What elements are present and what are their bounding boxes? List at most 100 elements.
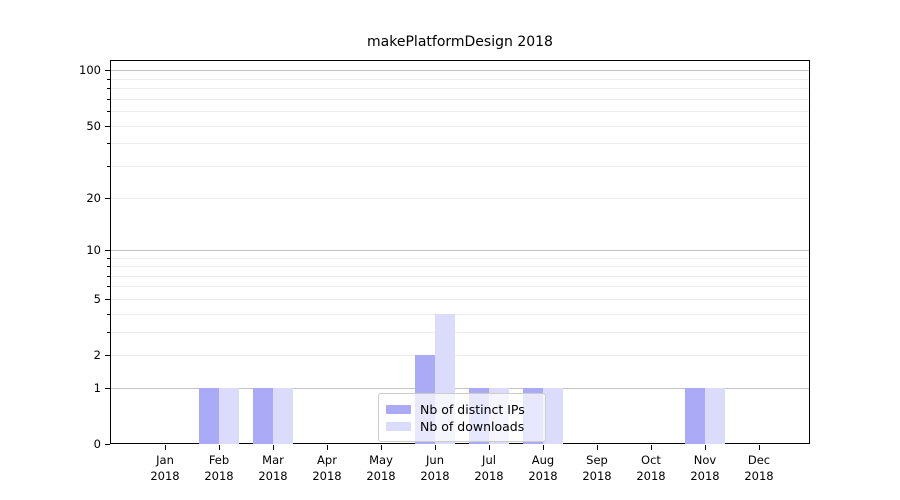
chart-legend: Nb of distinct IPs Nb of downloads — [378, 393, 546, 442]
x-tick-year: 2018 — [690, 469, 720, 483]
legend-label-downloads: Nb of downloads — [420, 418, 525, 434]
y-tick-label: 50 — [86, 118, 101, 133]
x-tick-month: Nov — [693, 453, 717, 467]
y-axis-tick — [105, 387, 110, 389]
x-tick-year: 2018 — [312, 469, 342, 483]
x-tick-month: Mar — [262, 453, 284, 467]
x-tick-label-apr: Apr 2018 — [299, 452, 355, 484]
x-tick-year: 2018 — [258, 469, 288, 483]
y-tick-label: 0 — [93, 437, 101, 451]
y-axis-minor-tick — [107, 355, 110, 357]
x-tick-year: 2018 — [420, 469, 450, 483]
x-tick-month: Feb — [208, 453, 230, 467]
y-tick-label: 100 — [79, 63, 101, 78]
bar-nb-of-downloads-mar — [273, 387, 293, 444]
gridline-minor — [111, 298, 809, 300]
y-axis-minor-tick — [107, 286, 110, 288]
x-tick-label-aug: Aug 2018 — [515, 452, 571, 484]
gridline-minor — [111, 286, 809, 288]
x-axis-tick — [435, 445, 436, 450]
bar-nb-of-downloads-feb — [219, 387, 239, 444]
x-tick-year: 2018 — [582, 469, 612, 483]
x-tick-year: 2018 — [150, 469, 180, 483]
x-tick-label-feb: Feb 2018 — [191, 452, 247, 484]
y-axis-minor-tick — [107, 143, 110, 145]
gridline-minor — [111, 313, 809, 315]
x-tick-label-nov: Nov 2018 — [677, 452, 733, 484]
x-tick-month: May — [369, 453, 393, 467]
x-tick-month: Apr — [317, 453, 337, 467]
x-tick-month: Jun — [426, 453, 444, 467]
chart-title: makePlatformDesign 2018 — [367, 34, 553, 50]
y-axis-minor-tick — [107, 111, 110, 113]
x-axis-tick — [759, 445, 760, 450]
y-axis-minor-tick — [107, 197, 110, 199]
gridline-minor — [111, 197, 809, 199]
y-axis-minor-tick — [107, 98, 110, 100]
y-axis-minor-tick — [107, 313, 110, 315]
gridline-minor — [111, 78, 809, 80]
x-tick-month: Dec — [747, 453, 771, 467]
x-tick-label-oct: Oct 2018 — [623, 452, 679, 484]
x-tick-month: Sep — [586, 453, 608, 467]
x-tick-year: 2018 — [204, 469, 234, 483]
y-axis-minor-tick — [107, 88, 110, 90]
y-axis-minor-tick — [107, 257, 110, 259]
y-axis-minor-tick — [107, 266, 110, 268]
y-axis-minor-tick — [107, 125, 110, 127]
gridline-major — [111, 249, 809, 251]
gridline-minor — [111, 166, 809, 167]
bar-nb-of-distinct-ips-mar — [253, 387, 273, 444]
y-axis-minor-tick — [107, 78, 110, 80]
legend-item-distinct-ips: Nb of distinct IPs — [386, 401, 537, 417]
y-axis-tick — [105, 249, 110, 251]
bar-nb-of-distinct-ips-feb — [199, 387, 219, 444]
y-tick-label: 10 — [86, 242, 101, 257]
gridline-minor — [111, 275, 809, 277]
plot-area — [110, 60, 810, 444]
gridline-minor — [111, 111, 809, 113]
gridline-minor — [111, 98, 809, 100]
y-axis-minor-tick — [107, 275, 110, 277]
legend-item-downloads: Nb of downloads — [386, 418, 537, 434]
y-tick-label: 1 — [93, 380, 101, 395]
gridline-minor — [111, 355, 809, 357]
y-axis-minor-tick — [107, 166, 110, 167]
x-tick-month: Oct — [641, 453, 661, 467]
x-tick-year: 2018 — [474, 469, 504, 483]
x-tick-label-jan: Jan 2018 — [137, 452, 193, 484]
x-tick-year: 2018 — [366, 469, 396, 483]
bar-nb-of-distinct-ips-nov — [685, 387, 705, 444]
x-axis-tick — [543, 445, 544, 450]
distinct-ips-swatch-icon — [386, 404, 411, 414]
gridline-major — [111, 387, 809, 389]
y-axis-minor-tick — [107, 298, 110, 300]
x-axis-tick — [273, 445, 274, 450]
x-axis-tick — [489, 445, 490, 450]
x-tick-month: Jan — [156, 453, 174, 467]
x-axis-tick — [327, 445, 328, 450]
legend-label-distinct-ips: Nb of distinct IPs — [420, 401, 525, 417]
y-axis-tick — [105, 444, 110, 445]
x-tick-year: 2018 — [744, 469, 774, 483]
gridline-major — [111, 70, 809, 72]
x-tick-month: Jul — [482, 453, 496, 467]
x-tick-label-may: May 2018 — [353, 452, 409, 484]
x-tick-label-jul: Jul 2018 — [461, 452, 517, 484]
x-tick-month: Aug — [531, 453, 555, 467]
y-axis-tick — [105, 70, 110, 72]
bar-nb-of-downloads-nov — [705, 387, 725, 444]
y-axis-minor-tick — [107, 331, 110, 333]
x-axis-tick — [597, 445, 598, 450]
x-axis-tick — [165, 445, 166, 450]
y-tick-label: 2 — [93, 348, 101, 363]
x-axis-tick — [219, 445, 220, 450]
bar-nb-of-downloads-aug — [543, 387, 563, 444]
x-tick-label-sep: Sep 2018 — [569, 452, 625, 484]
x-tick-label-dec: Dec 2018 — [731, 452, 787, 484]
x-tick-year: 2018 — [528, 469, 558, 483]
x-tick-label-jun: Jun 2018 — [407, 452, 463, 484]
gridline-minor — [111, 331, 809, 333]
y-tick-label: 20 — [86, 190, 101, 205]
